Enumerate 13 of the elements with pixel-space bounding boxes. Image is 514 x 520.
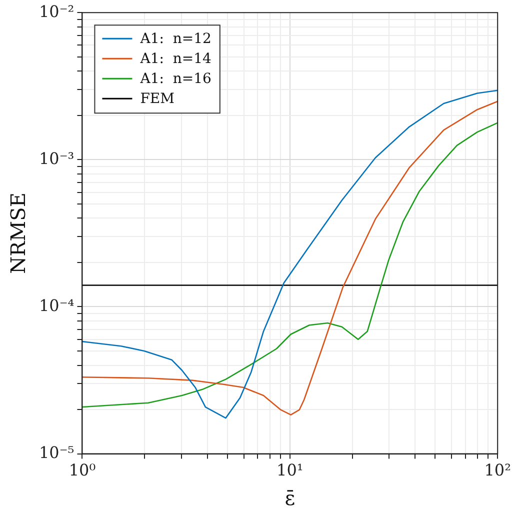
x-tick-label: 10² xyxy=(484,460,512,480)
legend-label: A1: n=12 xyxy=(139,31,212,48)
y-tick-label: 10⁻⁵ xyxy=(39,442,74,462)
legend-label: FEM xyxy=(140,91,174,108)
y-tick-label: 10⁻² xyxy=(39,2,74,21)
legend-label: A1: n=14 xyxy=(139,51,212,68)
y-tick-label: 10⁻⁴ xyxy=(39,296,74,315)
y-tick-label: 10⁻³ xyxy=(39,148,74,168)
x-tick-label: 10⁰ xyxy=(68,460,96,480)
x-axis-title: ε̄ xyxy=(284,486,296,510)
x-tick-label: 10¹ xyxy=(276,460,304,480)
y-axis-title: NRMSE xyxy=(6,192,30,274)
legend-label: A1: n=16 xyxy=(139,71,212,88)
